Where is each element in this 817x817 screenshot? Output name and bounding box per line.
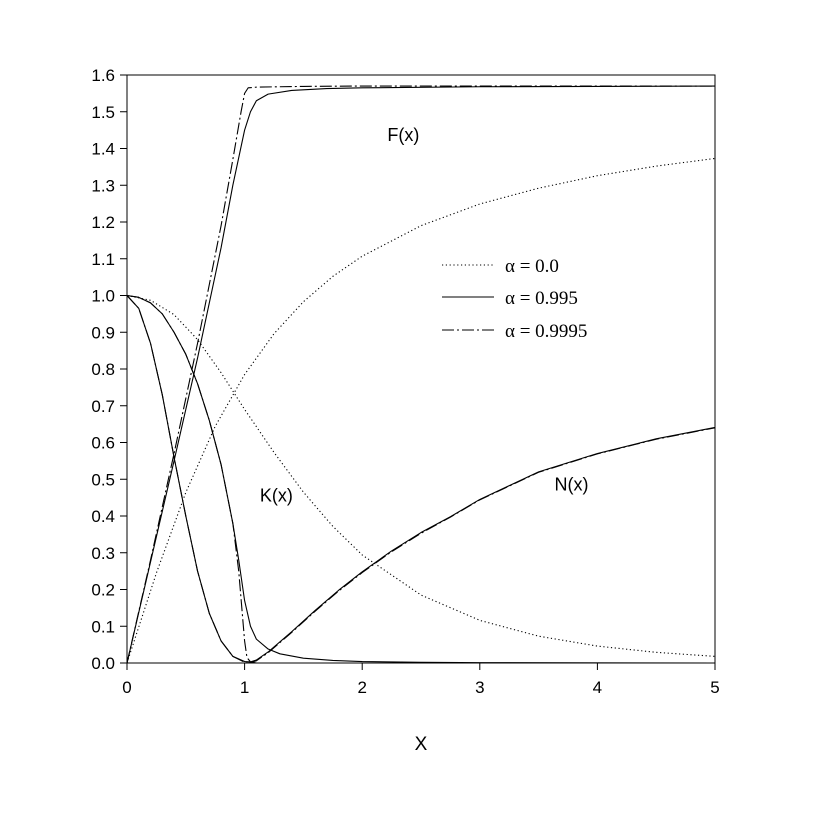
legend-label: α = 0.995 xyxy=(505,288,578,309)
y-tick-label: 1.6 xyxy=(91,66,115,85)
ticks-layer xyxy=(120,74,716,670)
curve-label: F(x) xyxy=(387,125,419,145)
y-tick-label: 0.3 xyxy=(91,544,115,563)
x-tick-label: 3 xyxy=(475,678,484,697)
x-tick-label: 1 xyxy=(240,678,249,697)
series-line-n-dash-dot xyxy=(126,295,716,664)
y-tick-label: 0.5 xyxy=(91,470,115,489)
x-tick-label: 2 xyxy=(357,678,366,697)
y-tick-label: 0.0 xyxy=(91,654,115,673)
plot-frame xyxy=(126,74,716,664)
y-tick-label: 0.1 xyxy=(91,617,115,636)
y-tick-label: 0.2 xyxy=(91,581,115,600)
legend-label: α = 0.9995 xyxy=(505,321,587,342)
x-tick-label: 5 xyxy=(710,678,719,697)
series-line-f-dash-dot xyxy=(126,85,715,664)
y-tick-label: 1.5 xyxy=(91,103,115,122)
y-tick-label: 0.4 xyxy=(91,507,115,526)
curves-layer xyxy=(126,85,716,664)
y-tick-label: 1.3 xyxy=(91,176,115,195)
legend: α = 0.0 α = 0.995 α = 0.9995 xyxy=(442,256,587,342)
y-tick-label: 1.0 xyxy=(91,287,115,306)
y-tick-label: 0.9 xyxy=(91,323,115,342)
curve-label: N(x) xyxy=(555,474,589,494)
x-axis-title: X xyxy=(415,734,428,755)
y-tick-label: 1.4 xyxy=(91,140,115,159)
y-tick-label: 0.6 xyxy=(91,434,115,453)
series-line-k-dash-dot xyxy=(126,294,715,664)
series-line-k-solid xyxy=(126,294,716,664)
labels-layer: 0 1 2 3 4 5 0.0 0.1 0.2 0.3 0.4 0.5 0.6 0.7 0.8 0.9 1.0 1… xyxy=(91,66,719,697)
y-tick-label: 1.2 xyxy=(91,213,115,232)
series-line-f-dotted xyxy=(126,157,716,664)
x-tick-label: 4 xyxy=(593,678,602,697)
curve-label: K(x) xyxy=(260,485,293,505)
series-line-f-solid xyxy=(126,85,716,664)
y-tick-label: 1.1 xyxy=(91,250,115,269)
x-tick-label: 0 xyxy=(122,678,131,697)
y-tick-label: 0.8 xyxy=(91,360,115,379)
legend-label: α = 0.0 xyxy=(505,256,559,277)
y-tick-label: 0.7 xyxy=(91,397,115,416)
series-line-k-dotted xyxy=(126,294,716,657)
series-line-n-solid xyxy=(126,295,716,663)
